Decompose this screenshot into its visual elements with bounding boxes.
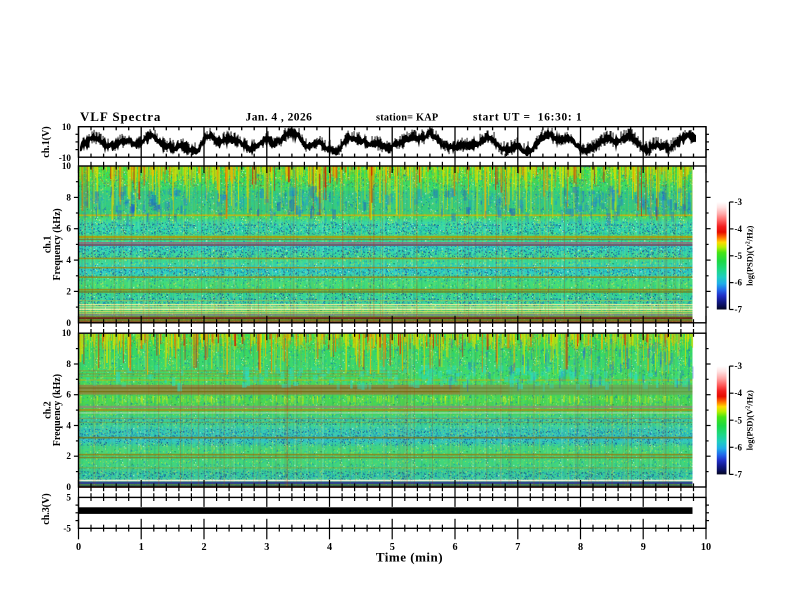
svg-text:10: 10 [62, 328, 72, 338]
svg-text:0: 0 [66, 482, 71, 492]
svg-text:10: 10 [62, 161, 72, 171]
svg-text:-5: -5 [735, 251, 743, 261]
svg-text:-10: -10 [59, 153, 72, 163]
svg-text:ch.2: ch.2 [43, 401, 54, 419]
svg-text:10: 10 [62, 122, 72, 132]
svg-text:station= KAP: station= KAP [376, 113, 438, 124]
svg-text:9: 9 [641, 542, 646, 553]
svg-text:5: 5 [390, 542, 395, 553]
svg-text:-3: -3 [735, 197, 743, 207]
svg-text:7: 7 [515, 542, 520, 553]
svg-text:0: 0 [76, 542, 81, 553]
svg-text:8: 8 [66, 192, 71, 202]
svg-text:-7: -7 [735, 305, 743, 315]
svg-text:2: 2 [201, 542, 206, 553]
svg-text:-4: -4 [735, 388, 743, 398]
svg-text:4: 4 [66, 420, 71, 430]
svg-text:10: 10 [701, 542, 711, 553]
svg-text:3: 3 [264, 542, 269, 553]
svg-text:-3: -3 [735, 361, 743, 371]
svg-text:4: 4 [66, 255, 71, 265]
svg-text:5: 5 [66, 493, 71, 503]
svg-text:6: 6 [66, 224, 71, 234]
svg-text:8: 8 [66, 359, 71, 369]
svg-text:0: 0 [66, 318, 71, 328]
svg-text:4: 4 [327, 542, 332, 553]
svg-text:Time (min): Time (min) [376, 550, 443, 565]
svg-text:-6: -6 [735, 278, 743, 288]
svg-text:1: 1 [139, 542, 144, 553]
svg-text:start UT = 16:30: 1: start UT = 16:30: 1 [473, 112, 582, 124]
svg-text:-6: -6 [735, 442, 743, 452]
svg-text:6: 6 [66, 390, 71, 400]
svg-text:Jan. 4 , 2026: Jan. 4 , 2026 [246, 112, 313, 124]
svg-text:Frequency (kHz): Frequency (kHz) [52, 208, 63, 280]
svg-text:2: 2 [66, 451, 71, 461]
svg-text:log(PSD)(V2/Hz): log(PSD)(V2/Hz) [745, 226, 755, 286]
svg-text:VLF Spectra: VLF Spectra [80, 109, 161, 124]
svg-text:6: 6 [452, 542, 457, 553]
svg-text:2: 2 [66, 286, 71, 296]
svg-text:ch.3(V): ch.3(V) [41, 493, 52, 524]
svg-text:ch.1: ch.1 [43, 236, 54, 254]
svg-text:-5: -5 [63, 524, 71, 534]
svg-text:ch.1(V): ch.1(V) [41, 126, 52, 157]
svg-text:-4: -4 [735, 224, 743, 234]
svg-text:8: 8 [578, 542, 583, 553]
svg-text:-5: -5 [735, 415, 743, 425]
svg-text:-7: -7 [735, 469, 743, 479]
svg-text:Frequency (kHz): Frequency (kHz) [52, 374, 63, 446]
svg-text:log(PSD)(V2/Hz): log(PSD)(V2/Hz) [745, 390, 755, 450]
